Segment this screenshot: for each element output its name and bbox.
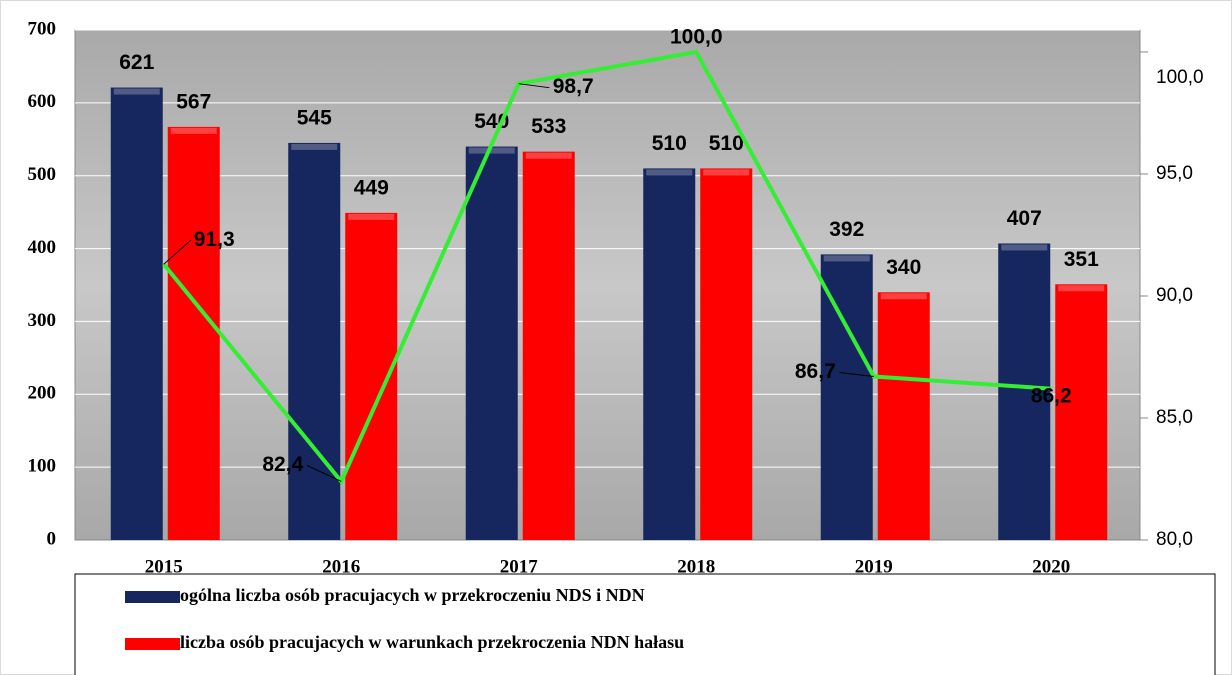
bar-highlight [1058, 285, 1105, 292]
bar-highlight [468, 147, 515, 154]
bar [700, 168, 753, 540]
data-label: 567 [176, 90, 211, 113]
line-label: 98,7 [553, 75, 594, 98]
leader-line [163, 239, 192, 265]
x-tick-label: 2015 [145, 556, 183, 577]
line-label: 86,7 [795, 360, 836, 383]
x-tick-label: 2020 [1032, 556, 1070, 577]
data-label: 407 [1007, 207, 1042, 230]
bar [998, 243, 1051, 540]
bar [877, 292, 930, 540]
bar [288, 142, 341, 540]
y-tick-label: 700 [28, 18, 57, 39]
bar [465, 146, 518, 541]
data-label: 533 [531, 115, 566, 138]
line-label: 91,3 [194, 228, 235, 251]
legend-swatch [125, 591, 180, 603]
line-label: 100,0 [670, 26, 723, 49]
y2-tick-label: 85,0 [1156, 407, 1193, 428]
leader-line [306, 464, 342, 482]
y-tick-label: 100 [28, 456, 57, 477]
x-tick-label: 2017 [500, 556, 539, 577]
y2-tick-label: 80,0 [1156, 529, 1193, 550]
x-tick-label: 2016 [322, 556, 360, 577]
bar-highlight [525, 152, 572, 159]
y-tick-label: 300 [28, 310, 57, 331]
line-label: 86,2 [1031, 384, 1072, 407]
data-label: 449 [354, 176, 389, 199]
plot-area [74, 29, 1141, 541]
bar [643, 168, 696, 540]
legend-swatch [125, 638, 180, 650]
bar [1055, 284, 1108, 540]
data-label: 510 [652, 132, 687, 155]
y2-tick-label: 95,0 [1156, 163, 1193, 184]
bar-highlight [880, 293, 927, 300]
legend-label: ogólna liczba osób pracujacych w przekro… [180, 585, 645, 605]
bar-highlight [703, 169, 750, 176]
data-label: 621 [119, 51, 154, 74]
y2-tick-label: 90,0 [1156, 285, 1193, 306]
legend-label: liczba osób pracujacych w warunkach prze… [180, 632, 684, 652]
x-tick-label: 2018 [677, 556, 715, 577]
data-label: 392 [829, 218, 864, 241]
bar [820, 254, 873, 540]
bar [167, 126, 220, 541]
y-tick-label: 400 [28, 237, 57, 258]
x-tick-label: 2019 [855, 556, 893, 577]
data-label: 340 [886, 256, 921, 279]
bar-highlight [646, 169, 693, 176]
bar-highlight [348, 213, 395, 220]
data-label: 545 [297, 106, 332, 129]
y-tick-label: 600 [28, 91, 57, 112]
bar [522, 151, 575, 540]
y-tick-label: 500 [28, 164, 57, 185]
legend-box [74, 573, 1216, 675]
y2-tick-label: 100,0 [1156, 67, 1204, 88]
line [162, 49, 1052, 486]
bar-highlight [823, 255, 870, 262]
line-label: 82,4 [262, 453, 303, 476]
bar-highlight [113, 88, 160, 95]
y-tick-label: 0 [47, 528, 57, 549]
leader-line [518, 83, 550, 89]
bar-highlight [1001, 244, 1048, 251]
leader-line [839, 372, 874, 378]
data-label: 351 [1064, 248, 1099, 271]
y-tick-label: 200 [28, 383, 57, 404]
bar-highlight [291, 143, 338, 150]
bar [110, 87, 163, 541]
bar-highlight [170, 127, 217, 134]
data-label: 510 [709, 132, 744, 155]
